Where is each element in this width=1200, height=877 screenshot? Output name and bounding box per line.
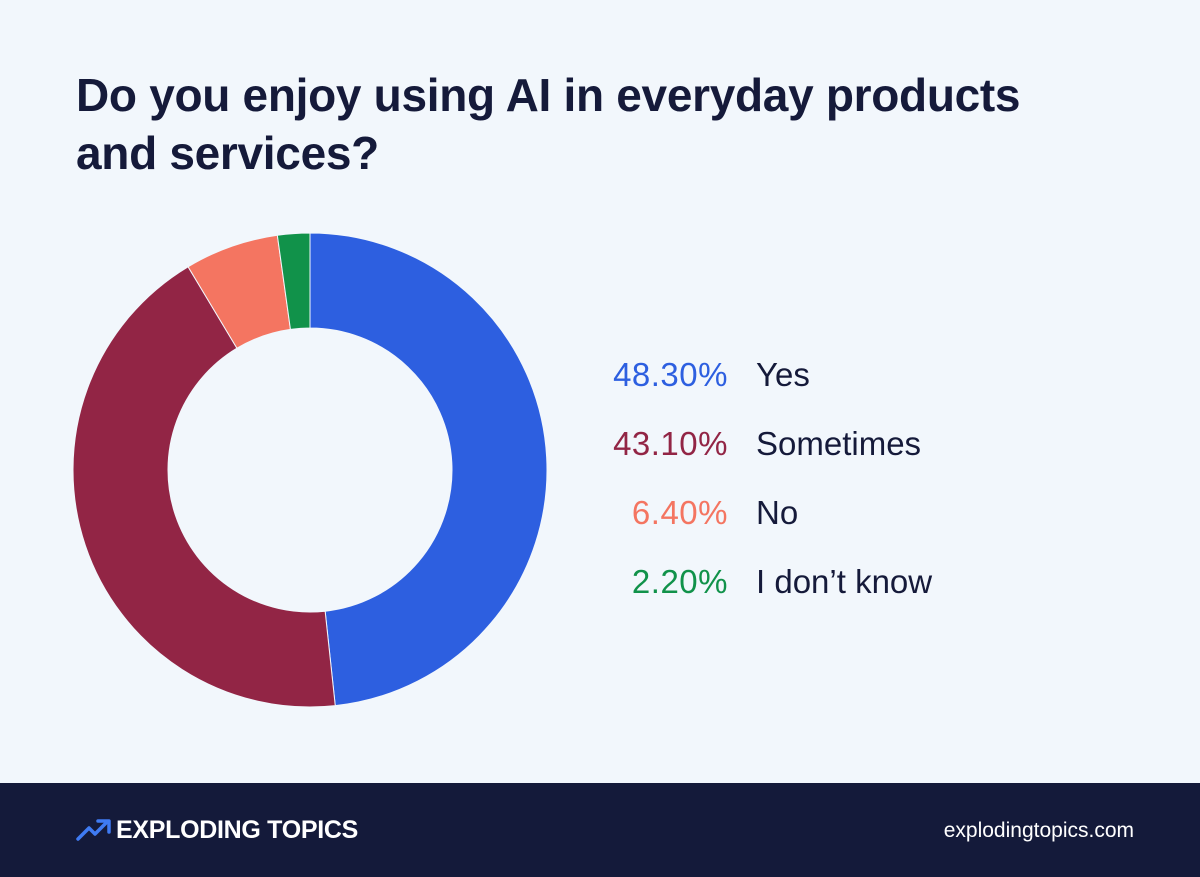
chart-title: Do you enjoy using AI in everyday produc… [76,69,1021,179]
donut-chart [72,232,548,708]
legend-value: 43.10% [613,424,728,462]
site-url[interactable]: explodingtopics.com [943,819,1134,842]
footer-bar: EXPLODING TOPICS explodingtopics.com [0,783,1200,877]
legend-label: I don’t know [756,562,933,600]
legend-value: 6.40% [631,493,728,531]
trending-arrow-icon [76,819,111,841]
legend-item: 6.40% No [600,478,932,547]
legend-value: 48.30% [613,355,728,393]
legend-label: Yes [756,355,810,393]
brand-logo[interactable]: EXPLODING TOPICS [76,813,358,847]
brand-name: EXPLODING TOPICS [116,815,359,844]
legend-value: 2.20% [631,562,728,600]
legend-label: Sometimes [756,424,922,462]
legend-item: 48.30% Yes [600,340,932,409]
legend: 48.30% Yes 43.10% Sometimes 6.40% No 2.20% I do… [600,340,932,616]
legend-item: 2.20% I don’t know [600,547,932,616]
donut-slice-1 [72,266,336,708]
donut-slice-0 [309,232,548,707]
donut-slice-3 [276,232,311,330]
legend-item: 43.10% Sometimes [600,409,932,478]
legend-label: No [756,493,799,531]
